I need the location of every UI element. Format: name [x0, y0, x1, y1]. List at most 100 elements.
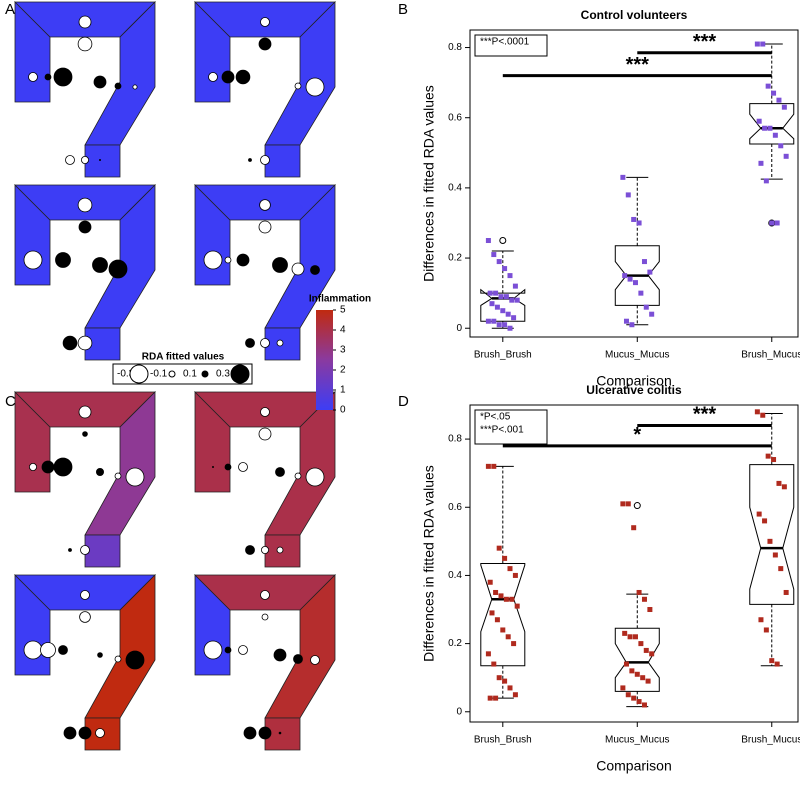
- chart-title: Control volunteers: [581, 8, 688, 22]
- x-tick-label: Mucus_Mucus: [605, 350, 669, 361]
- data-point: [498, 593, 504, 599]
- data-point: [638, 290, 644, 296]
- data-point: [493, 695, 499, 701]
- legend-title: RDA fitted values: [142, 352, 225, 363]
- outlier: [633, 502, 641, 510]
- data-point: [620, 174, 626, 180]
- data-point: [514, 297, 520, 303]
- data-point: [491, 318, 497, 324]
- data-point: [631, 216, 637, 222]
- rda-circle: [114, 655, 122, 663]
- y-tick-label: 0.2: [448, 253, 462, 264]
- data-point: [625, 192, 631, 198]
- data-point: [774, 661, 780, 667]
- rda-circle: [40, 642, 56, 658]
- rda-circle: [79, 611, 91, 623]
- rda-circle: [261, 613, 269, 621]
- data-point: [763, 178, 769, 184]
- data-point: [494, 617, 500, 623]
- data-point: [776, 480, 782, 486]
- data-point: [509, 297, 515, 303]
- y-tick-label: 0.6: [448, 112, 462, 123]
- data-point: [754, 409, 760, 415]
- data-point: [760, 412, 766, 418]
- rda-circle: [203, 640, 223, 660]
- significance-label: ***: [693, 31, 717, 53]
- data-point: [491, 463, 497, 469]
- data-point: [762, 125, 768, 131]
- data-point: [496, 322, 502, 328]
- rda-circle: [276, 546, 284, 554]
- colon-map: [194, 574, 336, 751]
- data-point: [641, 596, 647, 602]
- rda-circle: [80, 590, 90, 600]
- data-point: [507, 685, 513, 691]
- data-point: [762, 518, 768, 524]
- data-point: [491, 252, 497, 258]
- x-axis-label: Comparison: [596, 758, 671, 774]
- rda-circle: [53, 457, 73, 477]
- data-point: [638, 641, 644, 647]
- data-point: [632, 634, 638, 640]
- data-point: [502, 555, 508, 561]
- data-point: [620, 501, 626, 507]
- data-point: [502, 266, 508, 272]
- annotation-box: [474, 34, 548, 57]
- rda-circle: [236, 253, 250, 267]
- colorbar-tick-label: 2: [340, 365, 346, 376]
- legend-circle: [201, 370, 209, 378]
- rda-circle: [78, 220, 92, 234]
- data-point: [496, 545, 502, 551]
- data-point: [485, 318, 491, 324]
- rda-circle: [108, 259, 128, 279]
- colon-map: [194, 391, 336, 568]
- data-point: [631, 695, 637, 701]
- rda-circle: [258, 427, 272, 441]
- rda-circle: [208, 72, 218, 82]
- data-point: [627, 276, 633, 282]
- panel-letter: D: [398, 393, 409, 410]
- data-point: [636, 589, 642, 595]
- rda-circle: [243, 726, 257, 740]
- rda-circle: [78, 726, 92, 740]
- annotation: ***P<.001: [480, 425, 524, 436]
- rda-circle: [92, 257, 108, 273]
- colon-map: [194, 1, 336, 178]
- x-tick-label: Brush_Brush: [474, 735, 532, 746]
- data-point: [640, 675, 646, 681]
- plot-frame: [469, 404, 799, 723]
- rda-circle: [78, 15, 92, 29]
- data-point: [758, 617, 764, 623]
- rda-circle: [77, 335, 93, 351]
- y-tick-label: 0.4: [448, 570, 462, 581]
- data-point: [769, 658, 775, 664]
- y-tick-label: 0.4: [448, 183, 462, 194]
- data-point: [496, 675, 502, 681]
- rda-circle: [238, 645, 248, 655]
- rda-circle: [260, 155, 270, 165]
- notched-box: [614, 627, 660, 692]
- panel-letter: A: [5, 1, 15, 18]
- data-point: [776, 97, 782, 103]
- y-tick-label: 0: [456, 323, 462, 334]
- rda-circle: [258, 726, 272, 740]
- panel-letter: C: [5, 393, 16, 410]
- rda-circle: [278, 731, 282, 735]
- data-point: [754, 41, 760, 47]
- rda-circle: [68, 548, 72, 552]
- data-point: [636, 220, 642, 226]
- data-point: [769, 220, 775, 226]
- rda-circle: [238, 462, 248, 472]
- rda-circle: [53, 67, 73, 87]
- data-point: [627, 634, 633, 640]
- data-point: [772, 552, 778, 558]
- data-point: [496, 259, 502, 265]
- y-axis-label: Differences in fitted RDA values: [421, 85, 437, 282]
- data-point: [498, 294, 504, 300]
- colorbar-tick-label: 1: [340, 385, 346, 396]
- data-point: [505, 311, 511, 317]
- data-point: [509, 596, 515, 602]
- data-point: [647, 269, 653, 275]
- rda-circle: [95, 728, 105, 738]
- y-tick-label: 0.6: [448, 502, 462, 513]
